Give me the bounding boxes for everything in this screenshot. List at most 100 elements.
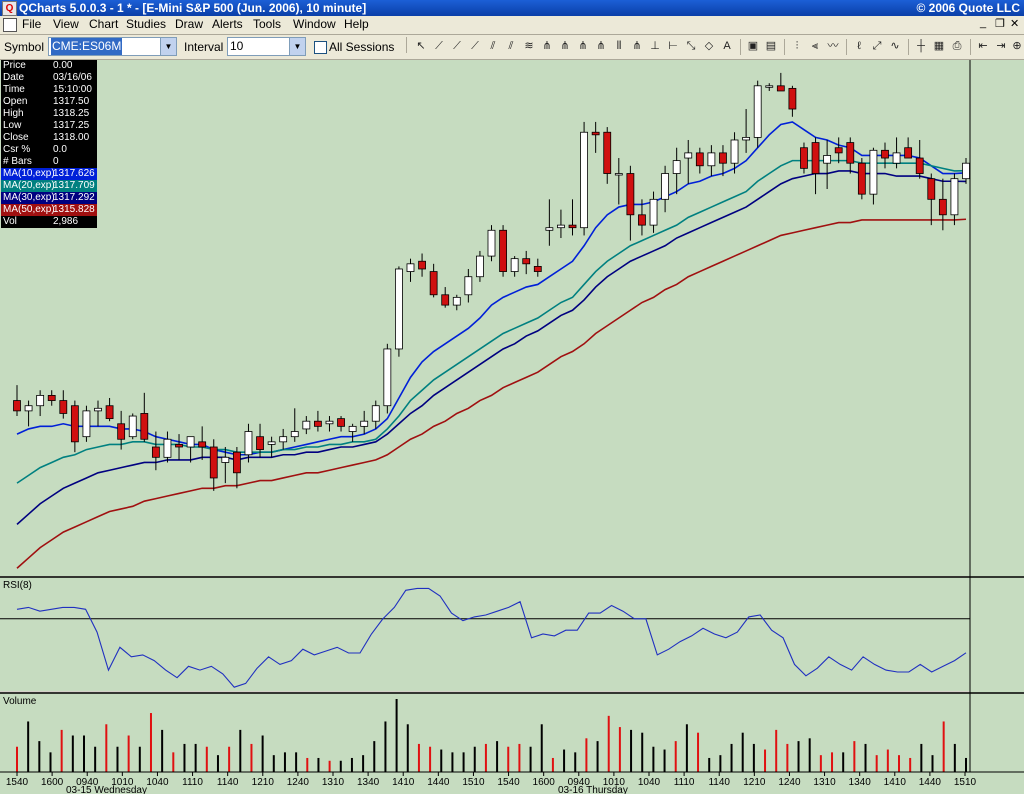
candle-body (221, 456, 230, 463)
menu-view[interactable]: View (53, 17, 79, 31)
candle-body (857, 162, 866, 195)
channel-icon[interactable]: ⫽ (490, 40, 496, 52)
zoom-in-icon[interactable]: ⊕ (1012, 40, 1022, 52)
ma-row: MA(50,exp) 1315.828 (1, 204, 97, 216)
candle (371, 400, 380, 429)
rsi-panel[interactable]: RSI(8)40.0060.0080.0052.10 (0, 577, 1023, 691)
log-scale-icon[interactable]: ℓ (857, 40, 861, 52)
volume-panel[interactable]: Volume20,00040,0002,986 (0, 693, 1023, 773)
close-icon[interactable]: ✕ (1010, 18, 1020, 30)
speed-lines-icon[interactable]: ⋔ (596, 40, 606, 52)
scroll-right-icon[interactable]: ⇥ (996, 40, 1006, 52)
candle-body (626, 173, 635, 216)
data-row: Open 1317.50 (1, 96, 97, 108)
candle-body (591, 131, 600, 136)
candle-body (707, 152, 716, 167)
pointer-icon[interactable]: ↖ (416, 40, 426, 52)
data-key: MA(20,exp) (3, 180, 55, 191)
candle-body (545, 227, 554, 231)
restore-icon[interactable]: ❐ (995, 18, 1005, 30)
symbol-value[interactable]: CME:ES06M (51, 38, 123, 55)
candle-body (962, 162, 970, 180)
gann-fan-icon[interactable]: ⋔ (578, 40, 588, 52)
crosshair-icon[interactable]: ┼ (917, 40, 925, 52)
candle (279, 428, 288, 450)
interval-value[interactable]: 10 (230, 39, 244, 53)
menu-file[interactable]: File (22, 17, 42, 31)
print-icon[interactable]: ⎙ (952, 40, 962, 52)
scroll-left-icon[interactable]: ⇤ (978, 40, 988, 52)
candle (638, 199, 646, 236)
horizontal-line-icon[interactable]: ⊥ (650, 40, 660, 52)
data-row: Low 1317.25 (1, 120, 97, 132)
studies-icon[interactable]: ∿ (890, 40, 900, 52)
vertical-line-icon[interactable]: ⊢ (668, 40, 678, 52)
candle (603, 127, 612, 184)
time-tick-label: 1510 (954, 777, 977, 788)
bar-chart-icon[interactable]: ⫶ (795, 40, 799, 52)
zoom-fit-icon[interactable]: ⤢ (872, 40, 882, 52)
chart-area[interactable]: 1304.001306.001308.001310.001312.001314.… (0, 60, 1024, 794)
candle-body (36, 394, 45, 407)
menu-window[interactable]: Window (293, 17, 336, 31)
fib-arc-icon[interactable]: ⋔ (560, 40, 570, 52)
arrow-icon[interactable]: ⤡ (686, 40, 696, 52)
price-panel[interactable]: 1304.001306.001308.001310.001312.001314.… (0, 60, 1023, 576)
candle-chart-icon[interactable]: ⫷ (811, 40, 819, 52)
chart-properties-icon[interactable]: ▣ (747, 40, 759, 52)
candle (105, 397, 114, 422)
templates-icon[interactable]: ▤ (765, 40, 777, 52)
candle-body (151, 446, 160, 458)
candle (244, 423, 253, 463)
line-chart-icon[interactable]: 〰 (827, 40, 839, 52)
candle-body (140, 413, 149, 440)
regression-icon[interactable]: ⫽ (508, 40, 514, 52)
menu-draw[interactable]: Draw (175, 17, 204, 31)
interval-combo[interactable]: 10 ▼ (227, 37, 306, 56)
candle (626, 165, 635, 241)
session-label: 03-15 Wednesday (66, 785, 147, 794)
chevron-down-icon[interactable]: ▼ (289, 38, 305, 55)
candle-body (753, 85, 762, 138)
menu-help[interactable]: Help (344, 17, 369, 31)
fibonacci-icon[interactable]: ≋ (524, 40, 534, 52)
cycle-lines-icon[interactable]: ⦀ (616, 40, 622, 52)
time-tick-label: 1110 (182, 777, 203, 788)
fib-fan-icon[interactable]: ⋔ (542, 40, 552, 52)
rsi-line (16, 587, 967, 688)
chevron-down-icon[interactable]: ▼ (160, 38, 176, 55)
time-tick-label: 1600 (41, 777, 64, 788)
shapes-icon[interactable]: ◇ (704, 40, 714, 52)
candle (13, 385, 21, 417)
all-sessions-checkbox[interactable] (314, 41, 327, 54)
candle-body (580, 131, 588, 229)
extended-line-icon[interactable]: ⟋ (471, 40, 479, 52)
data-row: Close 1318.00 (1, 132, 97, 144)
candle-body (232, 451, 241, 474)
menu-tools[interactable]: Tools (253, 17, 282, 31)
document-icon[interactable] (3, 18, 17, 32)
time-tick-label: 0940 (568, 777, 591, 788)
candle (325, 416, 334, 432)
andrews-pitchfork-icon[interactable]: ⋔ (632, 40, 642, 52)
candle (128, 413, 137, 440)
trendline-icon[interactable]: ⟋ (435, 40, 443, 52)
candle (476, 250, 484, 282)
candle (452, 294, 461, 311)
minimize-icon[interactable]: _ (980, 17, 987, 29)
data-window-icon[interactable]: ▦ (933, 40, 945, 52)
data-key: Vol (3, 216, 17, 227)
menu-studies[interactable]: Studies (126, 17, 167, 31)
data-row: Date 03/16/06 (1, 72, 97, 84)
candle-body (337, 418, 345, 427)
symbol-combo[interactable]: CME:ES06M ▼ (48, 37, 177, 56)
candle (314, 410, 322, 432)
menu-chart[interactable]: Chart (89, 17, 119, 31)
time-tick-label: 1140 (217, 777, 239, 788)
menu-alerts[interactable]: Alerts (212, 17, 243, 31)
text-tool-icon[interactable]: A (723, 40, 731, 52)
candle (290, 408, 299, 442)
candle-body (510, 258, 519, 272)
ray-icon[interactable]: ⟋ (453, 40, 461, 52)
qcharts-app-icon[interactable]: Q (2, 1, 17, 16)
